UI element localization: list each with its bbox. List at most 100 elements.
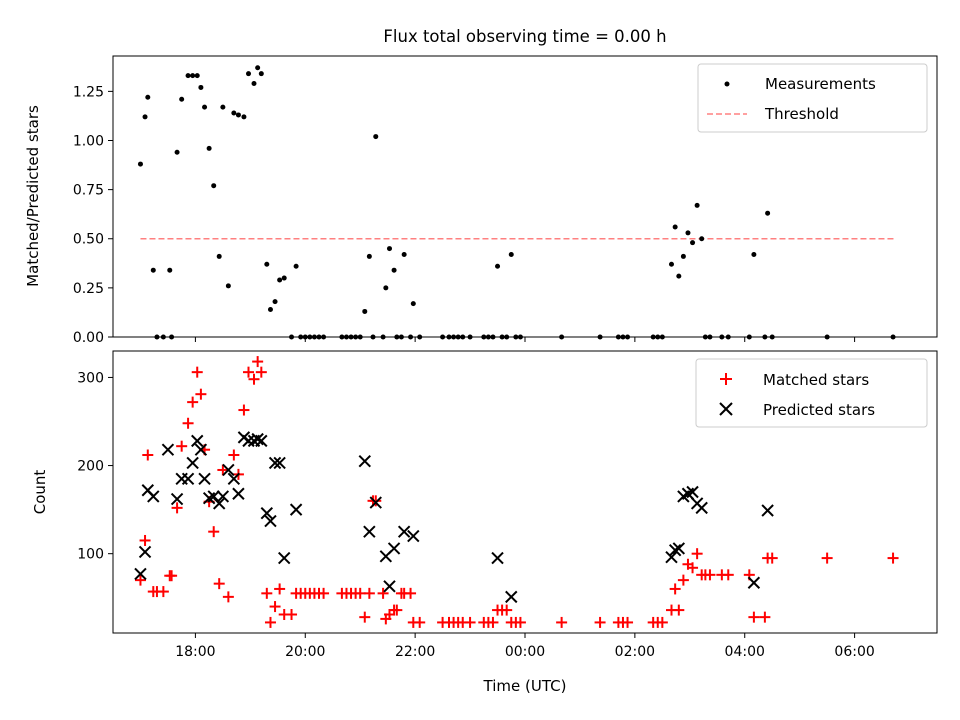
predicted-star-point xyxy=(761,504,774,517)
predicted-star-point xyxy=(358,454,371,468)
measurement-point xyxy=(685,230,691,236)
measurement-point xyxy=(676,273,682,279)
bottom-legend: Matched stars Predicted stars xyxy=(695,358,928,428)
measurement-point xyxy=(137,161,143,167)
matched-star-point xyxy=(269,601,281,613)
predicted-star-point xyxy=(264,514,277,528)
measurement-point xyxy=(235,112,241,118)
measurement-point xyxy=(690,240,696,246)
measurement-point xyxy=(495,263,501,269)
measurement-point xyxy=(142,114,148,120)
matched-star-point xyxy=(157,586,169,598)
predicted-star-point xyxy=(255,434,268,448)
count-points xyxy=(134,356,899,628)
measurement-point xyxy=(383,285,389,291)
matched-star-point xyxy=(318,587,330,599)
bottom-x-tick-label: 18:00 xyxy=(175,644,215,660)
predicted-star-point xyxy=(397,525,411,538)
bottom-x-tick-label: 06:00 xyxy=(834,644,874,660)
bottom-y-tick-label: 100 xyxy=(77,547,104,563)
measurement-point xyxy=(694,202,700,208)
measurement-point xyxy=(220,104,226,110)
measurement-point xyxy=(216,253,222,259)
predicted-star-point xyxy=(387,542,401,555)
matched-star-point xyxy=(691,548,703,560)
top-legend-box xyxy=(697,63,928,133)
predicted-star-point xyxy=(369,496,382,509)
measurement-point xyxy=(699,236,705,242)
predicted-star-point xyxy=(227,472,241,485)
matched-star-point xyxy=(176,440,188,452)
matched-star-point xyxy=(669,583,681,595)
predicted-star-point xyxy=(273,456,286,470)
measurement-point xyxy=(672,224,678,230)
predicted-star-point xyxy=(260,506,274,520)
bottom-y-tick-label: 300 xyxy=(77,370,104,386)
measurement-point xyxy=(277,277,283,283)
predicted-star-point xyxy=(289,503,303,516)
predicted-star-point xyxy=(383,580,396,593)
measurement-point xyxy=(765,210,771,216)
measurement-point xyxy=(145,94,151,100)
matched-star-point xyxy=(255,366,267,378)
matched-star-point xyxy=(243,366,255,378)
predicted-star-point xyxy=(222,463,235,477)
predicted-star-point xyxy=(251,432,264,446)
matched-star-point xyxy=(821,552,833,564)
matched-star-point xyxy=(238,404,250,416)
matched-star-point xyxy=(759,611,771,623)
predicted-star-point xyxy=(363,525,376,538)
matched-star-point xyxy=(228,449,240,461)
matched-star-point xyxy=(556,616,568,628)
top-ylabel: Matched/Predicted stars xyxy=(24,105,42,287)
measurement-point xyxy=(401,251,407,257)
matched-star-point xyxy=(286,608,298,620)
top-y-tick-label: 0.75 xyxy=(73,183,104,199)
predicted-star-point xyxy=(134,567,147,581)
measurement-point xyxy=(241,114,247,120)
matched-star-point xyxy=(766,552,778,564)
top-plot-frame xyxy=(112,55,938,338)
top-x-ticks xyxy=(194,337,856,342)
top-y-tick-label: 1.25 xyxy=(73,84,104,100)
measurement-point xyxy=(225,283,231,289)
matched-star-point xyxy=(134,574,146,586)
measurement-point xyxy=(202,104,208,110)
top-y-tick-label: 1.00 xyxy=(73,133,104,149)
predicted-star-point xyxy=(181,472,195,485)
top-panel: Flux total observing time = 0.00 h Match… xyxy=(24,27,938,346)
measurement-point xyxy=(185,73,191,79)
matched-star-point xyxy=(405,587,417,599)
matched-star-point xyxy=(391,604,403,616)
predicted-star-point xyxy=(505,590,518,604)
predicted-star-point xyxy=(194,443,208,456)
measurement-point xyxy=(267,306,273,312)
bottom-xlabel: Time (UTC) xyxy=(483,677,567,695)
matched-star-point xyxy=(261,587,273,599)
measurement-point xyxy=(174,149,180,155)
predicted-star-point xyxy=(668,543,682,557)
chart-title: Flux total observing time = 0.00 h xyxy=(383,27,666,46)
matched-star-point xyxy=(677,574,689,586)
matched-star-point xyxy=(187,396,199,408)
matched-star-point xyxy=(208,526,220,538)
bottom-panel: Count Time (UTC) 100 200 300 18:00 20:00 22:… xyxy=(31,350,938,695)
measurement-point xyxy=(246,71,252,77)
predicted-star-point xyxy=(207,490,220,503)
top-y-ticks: 0.00 0.25 0.50 0.75 1.00 1.25 xyxy=(73,84,113,346)
legend-x-marker xyxy=(719,402,733,416)
matched-star-point xyxy=(222,591,234,603)
bottom-x-tick-label: 22:00 xyxy=(395,644,435,660)
matched-star-point xyxy=(377,587,389,599)
predicted-star-point xyxy=(216,490,230,503)
matched-star-point xyxy=(622,616,634,628)
legend-label-matched: Matched stars xyxy=(763,371,869,389)
measurement-point xyxy=(386,246,392,252)
measurement-point xyxy=(206,145,212,151)
measurement-point xyxy=(281,275,287,281)
matched-star-point xyxy=(722,569,734,581)
legend-label-measurements: Measurements xyxy=(765,75,876,93)
predicted-star-point xyxy=(212,497,226,510)
legend-label-threshold: Threshold xyxy=(764,105,839,123)
predicted-star-point xyxy=(186,456,199,470)
